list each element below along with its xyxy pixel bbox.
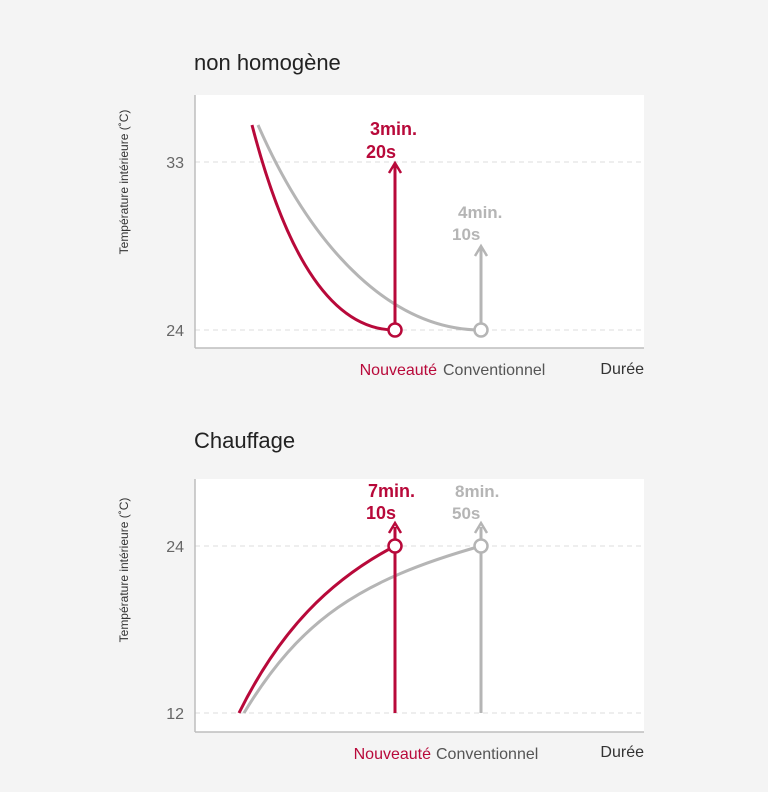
chart-title: non homogène <box>194 50 341 75</box>
time-label-conv-min: 4min. <box>458 203 502 222</box>
time-label-conv-min: 8min. <box>455 482 499 501</box>
y-tick-label: 12 <box>166 706 184 723</box>
x-axis-label: Durée <box>600 744 644 761</box>
arrow-head <box>387 520 403 534</box>
y-axis-label: Température intérieure (˚C) <box>117 498 131 643</box>
category-label-conventional: Conventionnel <box>436 746 538 763</box>
y-tick-label: 33 <box>166 155 184 172</box>
arrow-head <box>387 160 403 174</box>
category-label-new: Nouveauté <box>360 362 437 379</box>
series-line-new <box>237 544 396 714</box>
y-tick-label: 24 <box>166 539 184 556</box>
end-point-marker <box>473 322 489 338</box>
time-label-conv-sec: 10s <box>452 225 480 244</box>
x-axis-label: Durée <box>600 361 644 378</box>
series-line-conventional <box>242 544 482 714</box>
category-label-conventional: Conventionnel <box>443 362 545 379</box>
category-label-new: Nouveauté <box>354 746 431 763</box>
time-label-conv-sec: 50s <box>452 504 480 523</box>
time-label-new-sec: 20s <box>366 142 396 162</box>
time-label-new-sec: 10s <box>366 503 396 523</box>
arrow-head <box>473 243 489 257</box>
plot-area <box>195 95 644 348</box>
plot-area <box>195 479 644 732</box>
time-label-new-min: 7min. <box>368 481 415 501</box>
end-point-marker <box>387 322 403 338</box>
chart-cooling: non homogène Température intérieure (˚C)… <box>117 50 644 379</box>
series-line-new <box>250 124 396 332</box>
chart-heating: Chauffage Température intérieure (˚C) 24… <box>117 428 644 763</box>
arrow-head <box>473 520 489 534</box>
end-point-marker <box>387 538 403 554</box>
end-point-marker <box>473 538 489 554</box>
time-label-new-min: 3min. <box>370 119 417 139</box>
series-line-conventional <box>256 124 482 332</box>
y-tick-label: 24 <box>166 323 184 340</box>
chart-title: Chauffage <box>194 428 295 453</box>
y-axis-label: Température intérieure (˚C) <box>117 110 131 255</box>
